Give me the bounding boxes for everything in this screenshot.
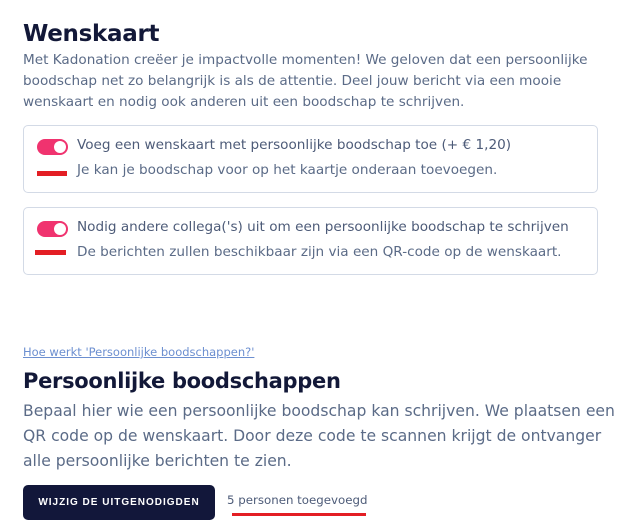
red-annotation-mark: [35, 250, 66, 255]
invite-toggle[interactable]: [37, 221, 68, 237]
wenskaart-title: Wenskaart: [23, 21, 160, 47]
boodschappen-title: Persoonlijke boodschappen: [23, 369, 341, 393]
wenskaart-description: Met Kadonation creëer je impactvolle mom…: [23, 52, 588, 110]
red-annotation-underline: [232, 513, 366, 516]
edit-invitees-button[interactable]: WIJZIG DE UITGENODIGDEN: [23, 485, 215, 520]
option-card-invite: Nodig andere collega('s) uit om een pers…: [23, 207, 598, 275]
option-sublabel: Je kan je boodschap voor op het kaartje …: [77, 162, 498, 178]
boodschappen-description: Bepaal hier wie een persoonlijke boodsch…: [23, 402, 615, 470]
wenskaart-toggle[interactable]: [37, 139, 68, 155]
option-label: Voeg een wenskaart met persoonlijke bood…: [77, 137, 512, 153]
option-card-wenskaart: Voeg een wenskaart met persoonlijke bood…: [23, 125, 598, 193]
help-link[interactable]: Hoe werkt 'Persoonlijke boodschappen?': [23, 345, 255, 359]
red-annotation-mark: [37, 171, 67, 176]
option-label: Nodig andere collega('s) uit om een pers…: [77, 219, 569, 235]
option-sublabel: De berichten zullen beschikbaar zijn via…: [77, 244, 562, 260]
invitee-count: 5 personen toegevoegd: [227, 493, 368, 507]
